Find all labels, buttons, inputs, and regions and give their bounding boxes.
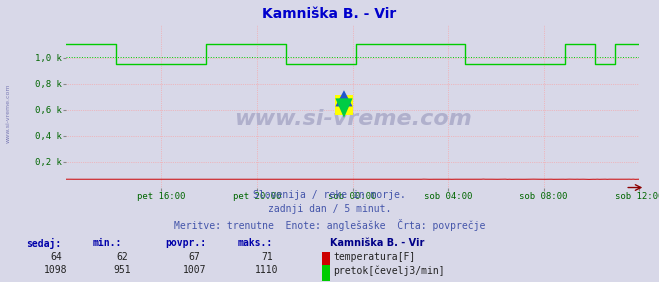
Text: Kamniška B. - Vir: Kamniška B. - Vir	[330, 238, 424, 248]
Polygon shape	[335, 98, 353, 118]
Text: pretok[čevelj3/min]: pretok[čevelj3/min]	[333, 265, 445, 276]
Text: Slovenija / reke in morje.: Slovenija / reke in morje.	[253, 190, 406, 200]
Text: 67: 67	[188, 252, 200, 262]
Text: temperatura[F]: temperatura[F]	[333, 252, 416, 262]
Text: zadnji dan / 5 minut.: zadnji dan / 5 minut.	[268, 204, 391, 214]
Text: povpr.:: povpr.:	[165, 238, 206, 248]
Text: min.:: min.:	[92, 238, 122, 248]
Text: www.si-vreme.com: www.si-vreme.com	[5, 83, 11, 142]
Text: Meritve: trenutne  Enote: anglešaške  Črta: povprečje: Meritve: trenutne Enote: anglešaške Črta…	[174, 219, 485, 231]
Bar	[335, 95, 353, 114]
Text: 62: 62	[116, 252, 128, 262]
Text: 951: 951	[113, 265, 130, 275]
Text: 1007: 1007	[183, 265, 206, 275]
Text: 64: 64	[50, 252, 62, 262]
Polygon shape	[335, 90, 353, 106]
Text: maks.:: maks.:	[237, 238, 272, 248]
Text: www.si-vreme.com: www.si-vreme.com	[234, 109, 471, 129]
Text: 71: 71	[261, 252, 273, 262]
Text: Kamniška B. - Vir: Kamniška B. - Vir	[262, 7, 397, 21]
Text: 1110: 1110	[255, 265, 279, 275]
Text: sedaj:: sedaj:	[26, 238, 61, 249]
Text: 1098: 1098	[44, 265, 68, 275]
